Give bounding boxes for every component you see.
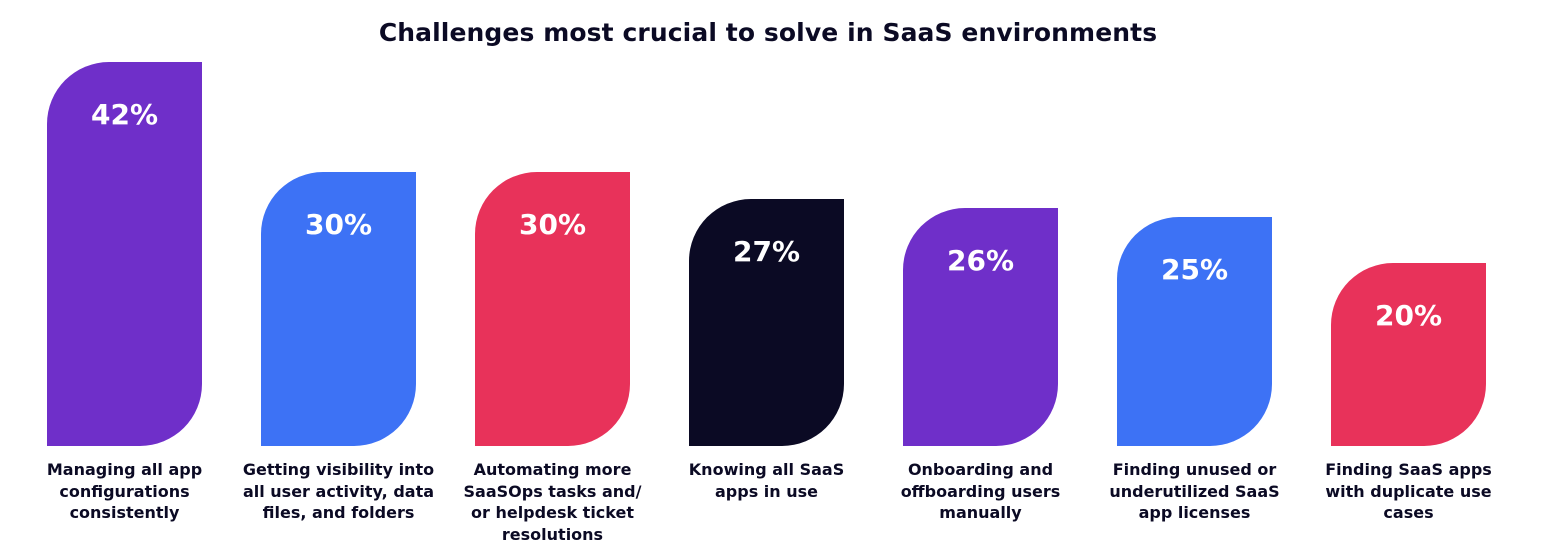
- bar: [1331, 263, 1486, 446]
- category-label: Finding SaaS apps with duplicate use cas…: [1325, 460, 1492, 522]
- bar: [47, 62, 202, 446]
- bar: [903, 208, 1058, 446]
- bar-value-label: 27%: [732, 235, 801, 269]
- bar-value-label: 30%: [304, 207, 373, 241]
- bar-value-label: 26%: [946, 244, 1015, 278]
- category-label: Finding unused or underutilized SaaS app…: [1109, 460, 1280, 522]
- category-label: Automating more SaaSOps tasks and/ or he…: [463, 460, 642, 544]
- bar: [261, 171, 416, 446]
- bar: [689, 199, 844, 446]
- category-label: Onboarding and offboarding users manuall…: [900, 460, 1061, 522]
- category-label: Managing all app configurations consiste…: [46, 460, 203, 522]
- bar: [1117, 217, 1272, 446]
- category-label: Knowing all SaaS apps in use: [688, 460, 845, 501]
- category-label: Getting visibility into all user activit…: [242, 460, 435, 522]
- chart-title: Challenges most crucial to solve in SaaS…: [378, 18, 1158, 47]
- bar-value-label: 25%: [1160, 253, 1229, 287]
- bar: [475, 171, 630, 446]
- bar-value-label: 42%: [90, 98, 159, 131]
- bar-value-label: 30%: [518, 207, 587, 241]
- bar-value-label: 20%: [1374, 299, 1443, 333]
